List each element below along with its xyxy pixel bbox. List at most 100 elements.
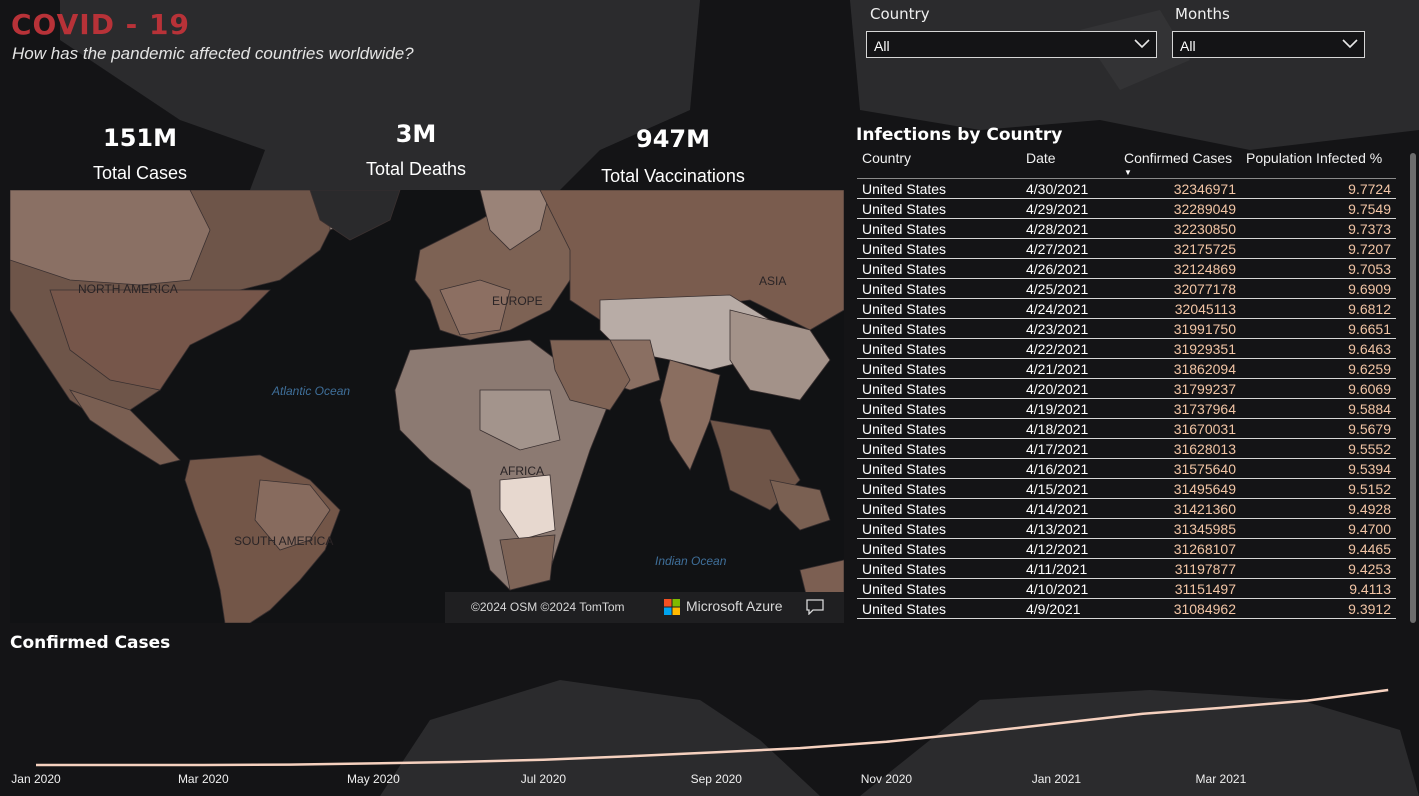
column-header-date[interactable]: Date (1021, 150, 1119, 179)
table-row[interactable]: United States 4/12/2021 31268107 9.4465 (857, 538, 1396, 559)
table-row[interactable]: United States 4/18/2021 31670031 9.5679 (857, 418, 1396, 439)
months-filter-value: All (1180, 38, 1196, 54)
table-row[interactable]: United States 4/28/2021 32230850 9.7373 (857, 218, 1396, 239)
cell-country: United States (857, 238, 1021, 259)
cell-confirmed-cases: 31628013 (1119, 438, 1241, 459)
x-tick-label: Jan 2020 (11, 772, 61, 786)
table-row[interactable]: United States 4/30/2021 32346971 9.7724 (857, 178, 1396, 199)
table-row[interactable]: United States 4/15/2021 31495649 9.5152 (857, 478, 1396, 499)
cell-date: 4/25/2021 (1021, 278, 1119, 299)
x-tick-label: Jul 2020 (521, 772, 567, 786)
cell-date: 4/28/2021 (1021, 218, 1119, 239)
cell-country: United States (857, 198, 1021, 219)
total-cases-label: Total Cases (92, 163, 188, 183)
cell-date: 4/29/2021 (1021, 198, 1119, 219)
cell-country: United States (857, 258, 1021, 279)
total-vaccinations-label: Total Vaccinations (601, 166, 745, 186)
cell-date: 4/18/2021 (1021, 418, 1119, 439)
map-label-indian-ocean: Indian Ocean (655, 554, 727, 568)
cell-date: 4/16/2021 (1021, 458, 1119, 479)
comment-icon[interactable] (806, 599, 824, 615)
table-row[interactable]: United States 4/10/2021 31151497 9.4113 (857, 578, 1396, 599)
cell-population-infected: 9.4465 (1241, 538, 1396, 559)
cell-confirmed-cases: 31084962 (1119, 598, 1241, 619)
cell-population-infected: 9.5884 (1241, 398, 1396, 419)
cell-confirmed-cases: 31495649 (1119, 478, 1241, 499)
cell-date: 4/19/2021 (1021, 398, 1119, 419)
cell-confirmed-cases: 31991750 (1119, 318, 1241, 339)
cell-confirmed-cases: 31737964 (1119, 398, 1241, 419)
cell-country: United States (857, 278, 1021, 299)
cell-population-infected: 9.6812 (1241, 298, 1396, 319)
map-label-asia: ASIA (759, 274, 786, 288)
cell-date: 4/23/2021 (1021, 318, 1119, 339)
table-row[interactable]: United States 4/13/2021 31345985 9.4700 (857, 518, 1396, 539)
table-row[interactable]: United States 4/26/2021 32124869 9.7053 (857, 258, 1396, 279)
map-provider: Microsoft Azure (686, 598, 783, 614)
cell-population-infected: 9.4253 (1241, 558, 1396, 579)
cell-population-infected: 9.5552 (1241, 438, 1396, 459)
cell-date: 4/24/2021 (1021, 298, 1119, 319)
map-label-north-america: NORTH AMERICA (78, 282, 178, 296)
country-filter-value: All (874, 38, 890, 54)
cell-population-infected: 9.7549 (1241, 198, 1396, 219)
cell-date: 4/9/2021 (1021, 598, 1119, 619)
total-deaths-label: Total Deaths (365, 159, 467, 179)
dashboard-title: COVID - 19 (11, 8, 191, 41)
cell-confirmed-cases: 31197877 (1119, 558, 1241, 579)
table-row[interactable]: United States 4/23/2021 31991750 9.6651 (857, 318, 1396, 339)
table-row[interactable]: United States 4/29/2021 32289049 9.7549 (857, 198, 1396, 219)
table-scrollbar[interactable] (1410, 153, 1416, 623)
table-row[interactable]: United States 4/21/2021 31862094 9.6259 (857, 358, 1396, 379)
cell-confirmed-cases: 32175725 (1119, 238, 1241, 259)
table-row[interactable]: United States 4/17/2021 31628013 9.5552 (857, 438, 1396, 459)
cell-date: 4/12/2021 (1021, 538, 1119, 559)
cell-population-infected: 9.4928 (1241, 498, 1396, 519)
cell-country: United States (857, 338, 1021, 359)
table-row[interactable]: United States 4/11/2021 31197877 9.4253 (857, 558, 1396, 579)
cell-confirmed-cases: 31929351 (1119, 338, 1241, 359)
column-header-confirmed-cases[interactable]: Confirmed Cases ▼ (1119, 150, 1241, 179)
table-row[interactable]: United States 4/20/2021 31799237 9.6069 (857, 378, 1396, 399)
cell-population-infected: 9.6651 (1241, 318, 1396, 339)
months-filter-dropdown[interactable]: All (1172, 31, 1365, 58)
cell-population-infected: 9.6259 (1241, 358, 1396, 379)
column-header-population-infected[interactable]: Population Infected % (1241, 150, 1396, 179)
x-tick-label: Mar 2020 (178, 772, 229, 786)
infections-table: Country Date Confirmed Cases ▼ Population… (857, 150, 1396, 619)
table-row[interactable]: United States 4/14/2021 31421360 9.4928 (857, 498, 1396, 519)
x-tick-label: Jan 2021 (1032, 772, 1082, 786)
table-row[interactable]: United States 4/9/2021 31084962 9.3912 (857, 598, 1396, 619)
cell-confirmed-cases: 31268107 (1119, 538, 1241, 559)
cell-country: United States (857, 498, 1021, 519)
table-row[interactable]: United States 4/27/2021 32175725 9.7207 (857, 238, 1396, 259)
total-vaccinations-value: 947M (636, 125, 710, 153)
cell-country: United States (857, 558, 1021, 579)
table-title: Infections by Country (856, 125, 1063, 145)
cell-population-infected: 9.6909 (1241, 278, 1396, 299)
table-row[interactable]: United States 4/19/2021 31737964 9.5884 (857, 398, 1396, 419)
x-tick-label: May 2020 (347, 772, 400, 786)
cell-country: United States (857, 378, 1021, 399)
cell-confirmed-cases: 32045113 (1119, 298, 1241, 319)
cell-country: United States (857, 298, 1021, 319)
table-row[interactable]: United States 4/24/2021 32045113 9.6812 (857, 298, 1396, 319)
series-line (36, 688, 1389, 767)
cell-confirmed-cases: 32289049 (1119, 198, 1241, 219)
table-row[interactable]: United States 4/25/2021 32077178 9.6909 (857, 278, 1396, 299)
cell-confirmed-cases: 32346971 (1119, 178, 1241, 199)
table-row[interactable]: United States 4/22/2021 31929351 9.6463 (857, 338, 1396, 359)
cell-population-infected: 9.4700 (1241, 518, 1396, 539)
map-label-europe: EUROPE (492, 294, 543, 308)
world-choropleth-map[interactable]: NORTH AMERICA SOUTH AMERICA EUROPE ASIA … (10, 190, 844, 623)
country-filter-label: Country (870, 5, 930, 23)
cell-population-infected: 9.3912 (1241, 598, 1396, 619)
cell-population-infected: 9.6463 (1241, 338, 1396, 359)
country-filter-dropdown[interactable]: All (866, 31, 1157, 58)
column-header-country[interactable]: Country (857, 150, 1021, 179)
table-row[interactable]: United States 4/16/2021 31575640 9.5394 (857, 458, 1396, 479)
cell-confirmed-cases: 31799237 (1119, 378, 1241, 399)
dashboard-subtitle: How has the pandemic affected countries … (12, 44, 414, 63)
cell-population-infected: 9.7724 (1241, 178, 1396, 199)
